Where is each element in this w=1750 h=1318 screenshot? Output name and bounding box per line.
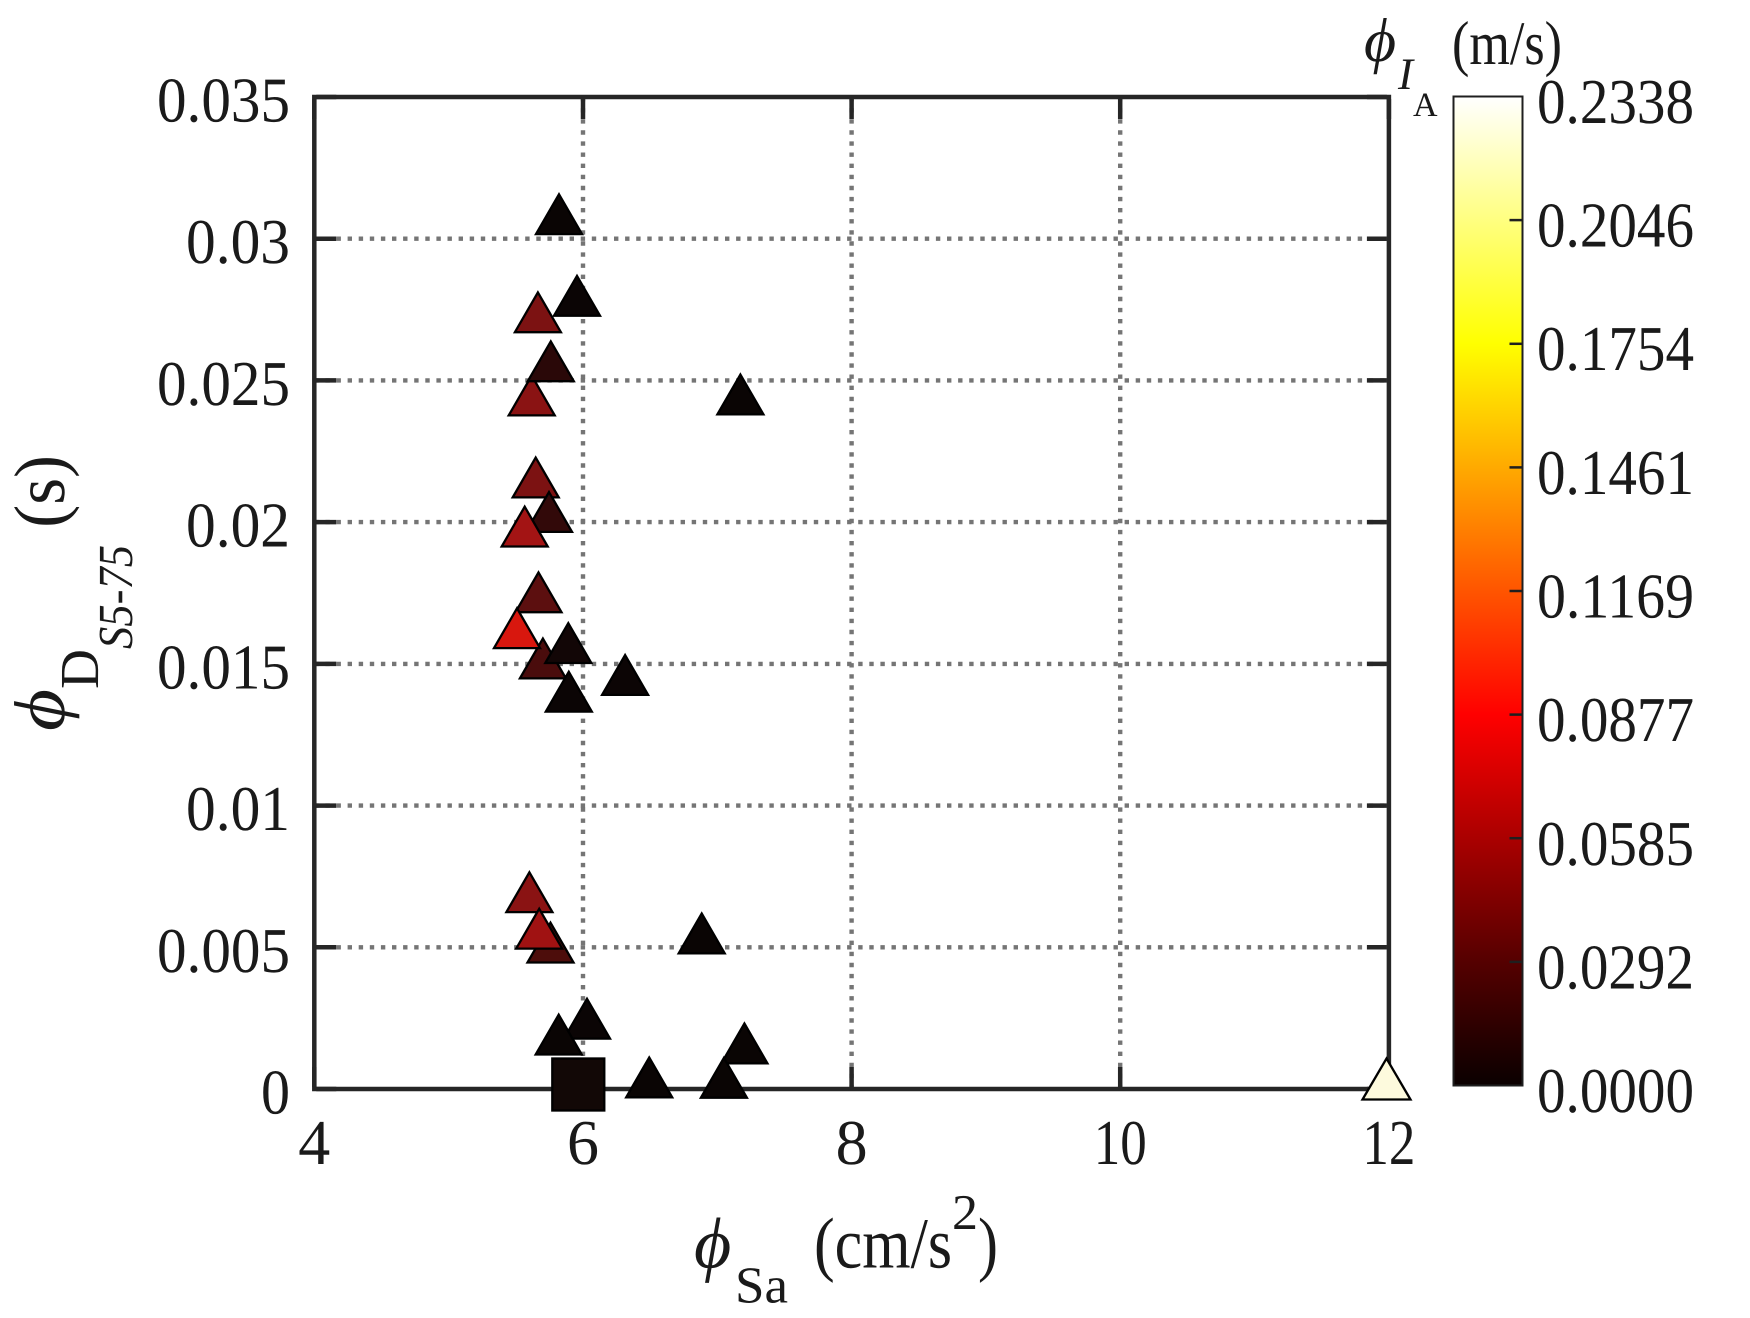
svg-text:0.01: 0.01 bbox=[186, 773, 290, 844]
svg-text:ϕSa(cm/s2): ϕSa(cm/s2) bbox=[694, 1184, 998, 1313]
svg-text:0.0585: 0.0585 bbox=[1537, 808, 1694, 879]
svg-text:0.1754: 0.1754 bbox=[1537, 313, 1694, 384]
svg-text:0.0292: 0.0292 bbox=[1537, 931, 1694, 1002]
svg-text:0.2338: 0.2338 bbox=[1537, 66, 1694, 137]
svg-text:10: 10 bbox=[1094, 1107, 1147, 1178]
svg-text:0.03: 0.03 bbox=[186, 206, 290, 277]
svg-text:0.0877: 0.0877 bbox=[1537, 684, 1694, 755]
svg-text:0.2046: 0.2046 bbox=[1537, 190, 1694, 261]
svg-text:0.0000: 0.0000 bbox=[1537, 1055, 1694, 1126]
svg-text:0.005: 0.005 bbox=[157, 915, 290, 986]
svg-text:4: 4 bbox=[298, 1107, 330, 1178]
svg-text:12: 12 bbox=[1362, 1107, 1415, 1178]
svg-text:0.035: 0.035 bbox=[157, 65, 290, 136]
svg-text:0.015: 0.015 bbox=[157, 631, 290, 702]
svg-text:6: 6 bbox=[567, 1107, 599, 1178]
svg-text:0.1169: 0.1169 bbox=[1537, 561, 1694, 632]
svg-text:8: 8 bbox=[836, 1107, 868, 1178]
svg-text:0: 0 bbox=[261, 1057, 290, 1128]
svg-text:0.02: 0.02 bbox=[186, 490, 290, 561]
svg-text:0.025: 0.025 bbox=[157, 348, 290, 419]
svg-text:ϕIA(m/s): ϕIA(m/s) bbox=[1364, 7, 1562, 124]
svg-text:0.1461: 0.1461 bbox=[1537, 437, 1694, 508]
svg-text:ϕDS5-75 (s): ϕDS5-75 (s) bbox=[0, 455, 143, 731]
